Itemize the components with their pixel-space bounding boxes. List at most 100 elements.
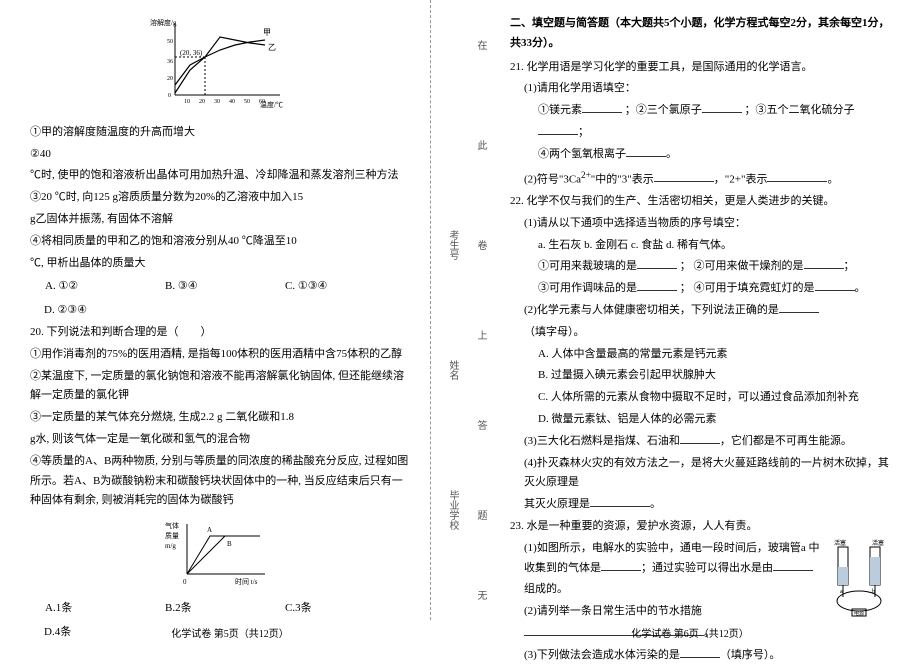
- svg-text:气体: 气体: [165, 521, 179, 530]
- q21-1c: ；③五个二氧化硫分子: [745, 104, 855, 116]
- spine-t7: 无: [471, 590, 489, 600]
- q22-1d: ③可用作调味品的是: [538, 282, 637, 294]
- q23-3: (3)下列做法会造成水体污染的是（填序号）。: [510, 646, 890, 666]
- q21-1e: ④两个氢氧根离子: [538, 148, 626, 160]
- svg-text:乙: 乙: [268, 43, 276, 52]
- page-footer: 化学试卷 第5页（共12页） 化学试卷 第6页（共12页）: [0, 626, 920, 644]
- footer-right: 化学试卷 第6页（共12页）: [475, 626, 905, 644]
- q21: 21. 化学用语是学习化学的重要工具，是国际通用的化学语言。: [510, 58, 890, 78]
- blank: [637, 257, 677, 269]
- s20-5: ④等质量的A、B两种物质, 分别与等质量的同浓度的稀盐酸充分反应, 过程如图所示…: [30, 452, 410, 511]
- q23-1b: ；通过实验可以得出水是由: [641, 562, 773, 574]
- spine-t5: 答: [471, 420, 489, 430]
- blank: [767, 170, 827, 182]
- stm7: ℃, 甲析出晶体的质量大: [30, 254, 410, 274]
- svg-text:20: 20: [167, 76, 173, 82]
- q22-1a: ①可用来裁玻璃的是: [538, 260, 637, 272]
- opt-a: A. ①②: [45, 277, 115, 297]
- opt20-a: A.1条: [45, 599, 115, 619]
- q22-3: (3)三大化石燃料是指煤、石油和，它们都是不可再生能源。: [510, 432, 890, 452]
- q22-A: A. 人体中含量最高的常量元素是钙元素: [510, 345, 890, 365]
- q20: 20. 下列说法和判断合理的是（ ）: [30, 323, 410, 343]
- svg-text:60: 60: [259, 99, 265, 105]
- spine-c: 毕业学校: [443, 490, 461, 530]
- q21-1-line1: ①镁元素 ；②三个氯原子 ；③五个二氧化硫分子: [510, 101, 890, 121]
- q21-2sup: 2+: [581, 170, 591, 180]
- solubility-chart: (20, 36) 甲 乙 溶解度/g 温度/℃ 0 20 36 50 1020 …: [30, 15, 410, 118]
- spine-t4: 上: [471, 330, 489, 340]
- svg-text:0: 0: [183, 578, 187, 586]
- electrolysis-diagram: 活塞 活塞 a b 电源: [830, 539, 890, 627]
- blank: [815, 279, 855, 291]
- svg-text:10: 10: [184, 99, 190, 105]
- svg-text:40: 40: [229, 99, 235, 105]
- q22-1f: 。: [855, 282, 866, 294]
- q22-2: (2)化学元素与人体健康密切相关，下列说法正确的是: [510, 301, 890, 321]
- q22-4a: (4)扑灭森林火灾的有效方法之一，是将大火蔓延路线前的一片树木砍掉，其灭火原理是: [524, 457, 889, 489]
- opt-c: C. ①③④: [285, 277, 355, 297]
- opt20-b: B.2条: [165, 599, 235, 619]
- q22-1-row1: ①可用来裁玻璃的是 ； ②可用来做干燥剂的是；: [510, 257, 890, 277]
- svg-text:(20, 36): (20, 36): [180, 49, 203, 57]
- stm5: g乙固体并振荡, 有固体不溶解: [30, 210, 410, 230]
- q22: 22. 化学不仅与我们的生产、生活密切相关，更是人类进步的关键。: [510, 192, 890, 212]
- svg-text:B: B: [227, 540, 232, 548]
- svg-text:溶解度/g: 溶解度/g: [150, 18, 177, 27]
- gas-mass-chart: A B 气体 质量 m/g 0 时间 t/s: [30, 516, 410, 594]
- q21-1-line2: ；: [510, 123, 890, 143]
- svg-text:A: A: [207, 526, 212, 534]
- blank: [779, 301, 819, 313]
- svg-text:甲: 甲: [263, 28, 271, 37]
- opt-b: B. ③④: [165, 277, 235, 297]
- q22-4b: 其灭火原理是。: [510, 495, 890, 515]
- blank: [773, 559, 813, 571]
- q21-2a: (2)符号"3Ca: [524, 173, 581, 185]
- svg-text:20: 20: [199, 99, 205, 105]
- svg-text:活塞: 活塞: [872, 539, 884, 547]
- spine-t6: 题: [471, 510, 489, 520]
- spine-a: 考生号: [443, 230, 461, 260]
- q20-options: A.1条 B.2条 C.3条: [45, 599, 410, 619]
- section-2-title: 二、填空题与简答题（本大题共5个小题，化学方程式每空2分，其余每空1分，共33分…: [510, 14, 890, 54]
- svg-text:电源: 电源: [854, 610, 864, 617]
- q22-4: (4)扑灭森林火灾的有效方法之一，是将大火蔓延路线前的一片树木砍掉，其灭火原理是: [510, 454, 890, 494]
- svg-text:50: 50: [244, 99, 250, 105]
- stm3: ℃时, 使甲的饱和溶液析出晶体可用加热升温、冷却降温和蒸发溶剂三种方法: [30, 166, 410, 186]
- opt20-c: C.3条: [285, 599, 355, 619]
- svg-text:时间 t/s: 时间 t/s: [235, 577, 258, 586]
- q21-2c: ，"2+"表示: [714, 173, 768, 185]
- blank: [680, 432, 720, 444]
- stm2: ②40: [30, 145, 410, 165]
- q22-1c: ；: [844, 260, 855, 272]
- q23-2a: (2)请列举一条日常生活中的节水措施: [524, 605, 702, 617]
- binding-spine: 在 此 考生号 卷 上 姓名 答 毕业学校 题 无: [430, 0, 490, 620]
- blank: [680, 646, 720, 658]
- q22-3b: ，它们都是不可再生能源。: [720, 435, 852, 447]
- opt-d: D. ②③④: [30, 301, 410, 321]
- s20-1: ①用作消毒剂的75%的医用酒精, 是指每100体积的医用酒精中含75体积的乙醇: [30, 345, 410, 365]
- s20-4: g水, 则该气体一定是一氧化碳和氢气的混合物: [30, 430, 410, 450]
- q21-1-line3: ④两个氢氧根离子 。: [510, 145, 890, 165]
- q21-1f: 。: [666, 148, 677, 160]
- footer-left: 化学试卷 第5页（共12页）: [15, 626, 445, 644]
- q21-2d: 。: [827, 173, 838, 185]
- blank: [637, 279, 677, 291]
- s20-3: ③一定质量的某气体充分燃烧, 生成2.2 g 二氧化碳和1.8: [30, 408, 410, 428]
- blank: [654, 170, 714, 182]
- q23: 23. 水是一种重要的资源，爱护水资源，人人有责。: [510, 517, 890, 537]
- q22-2t: (2)化学元素与人体健康密切相关，下列说法正确的是: [524, 304, 779, 316]
- blank: [590, 495, 650, 507]
- q21-1d: ；: [578, 126, 589, 138]
- q22-C: C. 人体所需的元素从食物中摄取不足时，可以通过食品添加剂补充: [510, 388, 890, 408]
- q22-2b: （填字母）。: [510, 323, 890, 343]
- blank: [601, 559, 641, 571]
- q22-B: B. 过量摄入碘元素会引起甲状腺肿大: [510, 366, 890, 386]
- q22-list: a. 生石灰 b. 金刚石 c. 食盐 d. 稀有气体。: [510, 236, 890, 256]
- q22-1e: ； ④可用于填充霓虹灯的是: [680, 282, 815, 294]
- svg-text:m/g: m/g: [165, 542, 176, 550]
- q21-2: (2)符号"3Ca2+"中的"3"表示，"2+"表示。: [510, 167, 890, 190]
- spine-b: 姓名: [443, 360, 461, 380]
- svg-text:50: 50: [167, 39, 173, 45]
- q23-3a: (3)下列做法会造成水体污染的是: [524, 649, 680, 661]
- svg-text:b: b: [872, 589, 875, 595]
